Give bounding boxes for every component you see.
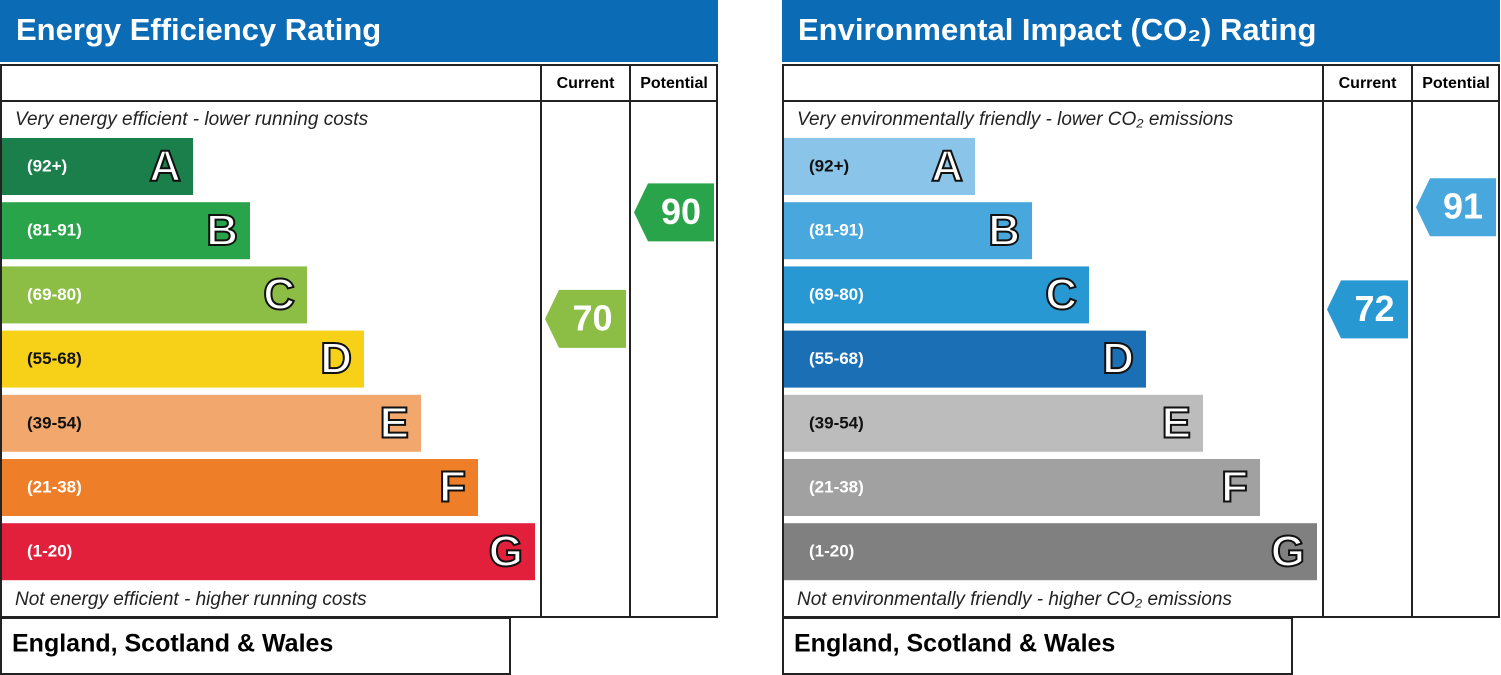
column-header: Potential (1422, 75, 1490, 92)
band-range: (55-68) (27, 349, 82, 368)
band-letter: F (439, 463, 466, 512)
band-letter: E (380, 398, 409, 447)
rating-band (2, 138, 193, 195)
rating-band (2, 394, 421, 452)
band-letter: G (489, 527, 523, 576)
title-bar (782, 0, 1500, 62)
band-letter: A (149, 142, 181, 191)
band-range: (1-20) (809, 542, 854, 561)
band-letter: A (931, 142, 963, 191)
panel-title: Environmental Impact (CO₂) Rating (798, 12, 1316, 47)
footer: England, Scotland & Wales (794, 630, 1115, 658)
band-letter: E (1162, 398, 1191, 447)
band-letter: B (206, 206, 238, 255)
rating-band (784, 459, 1260, 516)
band-letter: G (1271, 527, 1305, 576)
rating-arrow (634, 183, 714, 242)
rating-band (2, 266, 307, 324)
rating-band (784, 202, 1032, 260)
band-letter: D (1102, 334, 1134, 383)
band-range: (69-80) (27, 285, 82, 304)
column-header: Current (557, 75, 615, 92)
band-range: (92+) (809, 156, 849, 175)
rating-band (784, 330, 1146, 388)
footer: England, Scotland & Wales (12, 630, 333, 658)
rating-arrow (1327, 280, 1408, 339)
column-header: Current (1339, 75, 1397, 92)
bottom-note: Not energy efficient - higher running co… (15, 589, 367, 610)
band-letter: B (988, 206, 1020, 255)
rating-band (2, 330, 364, 388)
band-range: (21-38) (27, 477, 82, 496)
rating-band (784, 138, 975, 195)
band-range: (92+) (27, 156, 67, 175)
band-range: (1-20) (27, 542, 72, 561)
band-letter: F (1221, 463, 1248, 512)
band-range: (69-80) (809, 285, 864, 304)
band-letter: C (1045, 270, 1077, 319)
band-range: (81-91) (27, 221, 82, 240)
band-range: (39-54) (27, 413, 82, 432)
column-header: Potential (640, 75, 708, 92)
rating-value: 72 (1354, 288, 1394, 329)
band-range: (55-68) (809, 349, 864, 368)
footer-box (782, 617, 1293, 675)
top-note: Very energy efficient - lower running co… (15, 109, 369, 130)
rating-arrow (545, 289, 626, 348)
rating-value: 90 (661, 191, 701, 232)
top-note: Very environmentally friendly - lower CO… (797, 109, 1234, 130)
rating-arrow (1416, 178, 1496, 237)
rating-band (784, 266, 1089, 324)
footer-box (0, 617, 511, 675)
band-range: (81-91) (809, 221, 864, 240)
rating-band (2, 523, 535, 581)
band-range: (21-38) (809, 477, 864, 496)
panel-title: Energy Efficiency Rating (16, 12, 381, 47)
rating-band (784, 523, 1317, 581)
rating-band (2, 202, 250, 260)
rating-value: 91 (1443, 186, 1483, 227)
band-letter: D (320, 334, 352, 383)
band-letter: C (263, 270, 295, 319)
rating-band (2, 459, 478, 516)
rating-band (784, 394, 1203, 452)
rating-value: 70 (572, 297, 612, 338)
title-bar (0, 0, 718, 62)
bottom-note: Not environmentally friendly - higher CO… (797, 589, 1232, 610)
band-range: (39-54) (809, 413, 864, 432)
